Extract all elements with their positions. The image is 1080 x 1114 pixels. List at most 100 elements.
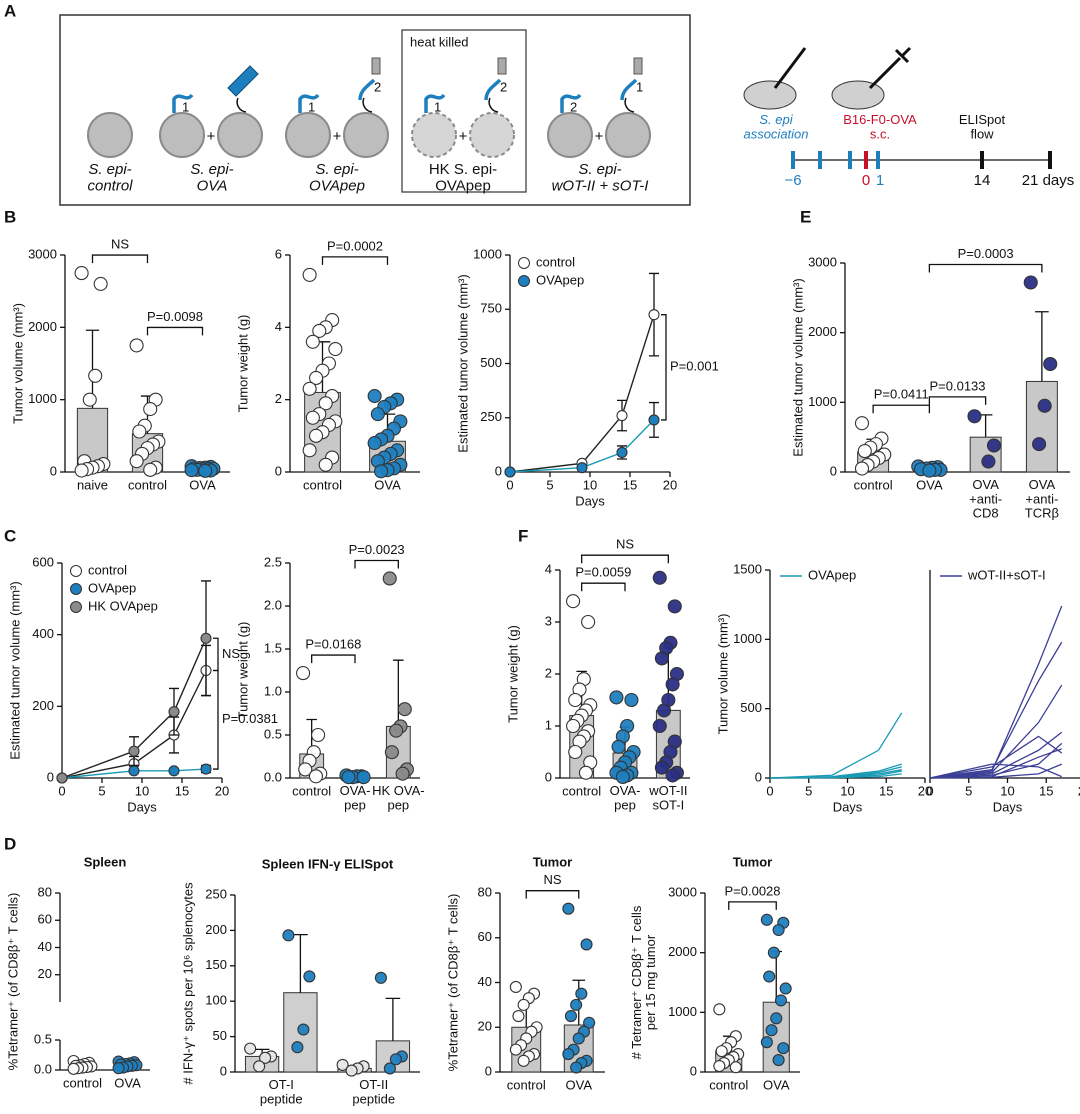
text-line: ELISpot <box>959 112 1006 127</box>
text-line: pep <box>344 798 366 813</box>
text-line: S. epi- <box>578 161 621 178</box>
data-point <box>765 1024 778 1037</box>
data-point <box>129 454 144 469</box>
individual-line <box>769 773 902 779</box>
marker <box>200 763 212 775</box>
chart-title: Spleen IFN-γ ELISpot <box>262 856 394 871</box>
significance-label: P=0.001 <box>670 359 719 374</box>
data-point <box>303 970 316 983</box>
text-line: per 15 mg tumor <box>644 934 659 1030</box>
significance-label: NS <box>111 237 129 252</box>
x-tick-label: naive <box>77 477 108 492</box>
data-point <box>572 1032 585 1045</box>
data-point <box>580 938 593 951</box>
text-line: +anti- <box>969 492 1002 507</box>
y-tick-label: 0.5 <box>264 726 282 741</box>
panel-label: D <box>4 834 16 853</box>
group-label: S. epi-OVA <box>190 161 233 195</box>
y-tick-label: 2 <box>545 665 552 680</box>
data-point <box>389 723 404 738</box>
y-tick-label: 0.5 <box>34 1031 52 1046</box>
y-tick-label: 3000 <box>28 246 57 261</box>
panel-label: F <box>518 526 528 545</box>
significance-bracket <box>661 314 667 421</box>
y-tick-label: 1000 <box>733 631 762 646</box>
x-tick-label: 0 <box>58 783 65 798</box>
x-tick-label: OT-II peptide <box>352 1077 395 1106</box>
data-point <box>509 1043 522 1056</box>
y-tick-label: 0 <box>275 463 282 478</box>
data-point <box>517 1054 530 1067</box>
y-tick-label: 150 <box>205 957 227 972</box>
significance-label: P=0.0411 <box>874 387 929 402</box>
legend-label: control <box>536 254 575 269</box>
y-axis-label: # Tetramer⁺ CD8β⁺ T cellsper 15 mg tumor <box>629 905 658 1059</box>
y-tick-label: 250 <box>205 886 227 901</box>
data-point <box>562 902 575 915</box>
y-tick-label: 3000 <box>668 884 697 899</box>
data-point <box>564 1010 578 1023</box>
data-point <box>244 1042 257 1055</box>
data-point <box>67 1062 80 1075</box>
x-tick-label: HK OVA-pep <box>372 783 425 812</box>
data-point <box>760 1036 773 1049</box>
significance-bracket <box>728 901 777 910</box>
x-tick-label: control <box>303 477 342 492</box>
y-axis-label: Estimated tumor volume (mm³) <box>790 278 805 456</box>
data-point <box>575 987 588 1000</box>
legend-label: OVApep <box>536 272 584 287</box>
x-tick-label: 5 <box>805 783 812 798</box>
significance-label: NS <box>222 646 240 661</box>
chart-title: Tumor <box>733 854 772 869</box>
data-point <box>367 436 382 451</box>
y-axis-label: Tumor volume (mm³) <box>715 614 730 735</box>
data-point <box>328 341 343 357</box>
y-tick-label: 1000 <box>28 391 57 406</box>
data-point <box>854 416 870 431</box>
schematic: heat killed 1 1 2 1 2 2 1 + + + + S. epi… <box>59 14 691 206</box>
data-point <box>1023 275 1038 290</box>
text-line: pep <box>387 798 409 813</box>
data-point <box>512 1010 525 1023</box>
text-line: +anti- <box>1025 492 1058 507</box>
y-tick-label: 20 <box>38 966 52 981</box>
y-tick-label: 3000 <box>808 254 837 269</box>
y-tick-label: 0 <box>47 769 54 784</box>
bacterium <box>159 112 205 158</box>
significance-bracket <box>928 396 987 405</box>
tag: 1 <box>434 99 441 114</box>
data-point <box>367 388 382 404</box>
bacterium <box>87 112 133 158</box>
x-tick-label: 10 <box>583 477 597 492</box>
y-tick-label: 80 <box>38 884 52 899</box>
y-tick-label: 1.0 <box>264 683 282 698</box>
text-line: CD8 <box>973 506 999 521</box>
y-tick-label: 200 <box>32 698 54 713</box>
marker <box>576 462 588 474</box>
significance-bracket <box>872 404 931 414</box>
y-tick-label: 500 <box>740 700 762 715</box>
data-point <box>93 276 108 291</box>
legend-marker <box>70 565 82 577</box>
x-tick-label: OVA <box>114 1075 141 1090</box>
y-axis-label: Tumor weight (g) <box>235 622 250 720</box>
y-tick-label: 500 <box>480 355 502 370</box>
text-line: wOT-II + sOT-I <box>552 177 649 194</box>
x-tick-label: 10 <box>1000 783 1014 798</box>
y-tick-label: 40 <box>38 939 52 954</box>
y-tick-label: 400 <box>32 626 54 641</box>
bacterium-killed <box>411 112 457 158</box>
data-point <box>298 762 313 777</box>
y-tick-label: 0 <box>485 1063 492 1078</box>
significance-bracket <box>91 254 149 264</box>
bacterium <box>217 112 263 158</box>
x-tick-label: 5 <box>546 477 553 492</box>
data-point <box>568 744 583 760</box>
significance-bracket <box>311 654 356 664</box>
legend-label: OVApep <box>88 580 136 595</box>
event-label: S. epi association <box>743 112 808 141</box>
text-line: B16-F0-OVA <box>843 112 917 127</box>
legend-marker <box>70 601 82 613</box>
timeline-tick <box>791 151 880 169</box>
marker <box>168 706 180 718</box>
